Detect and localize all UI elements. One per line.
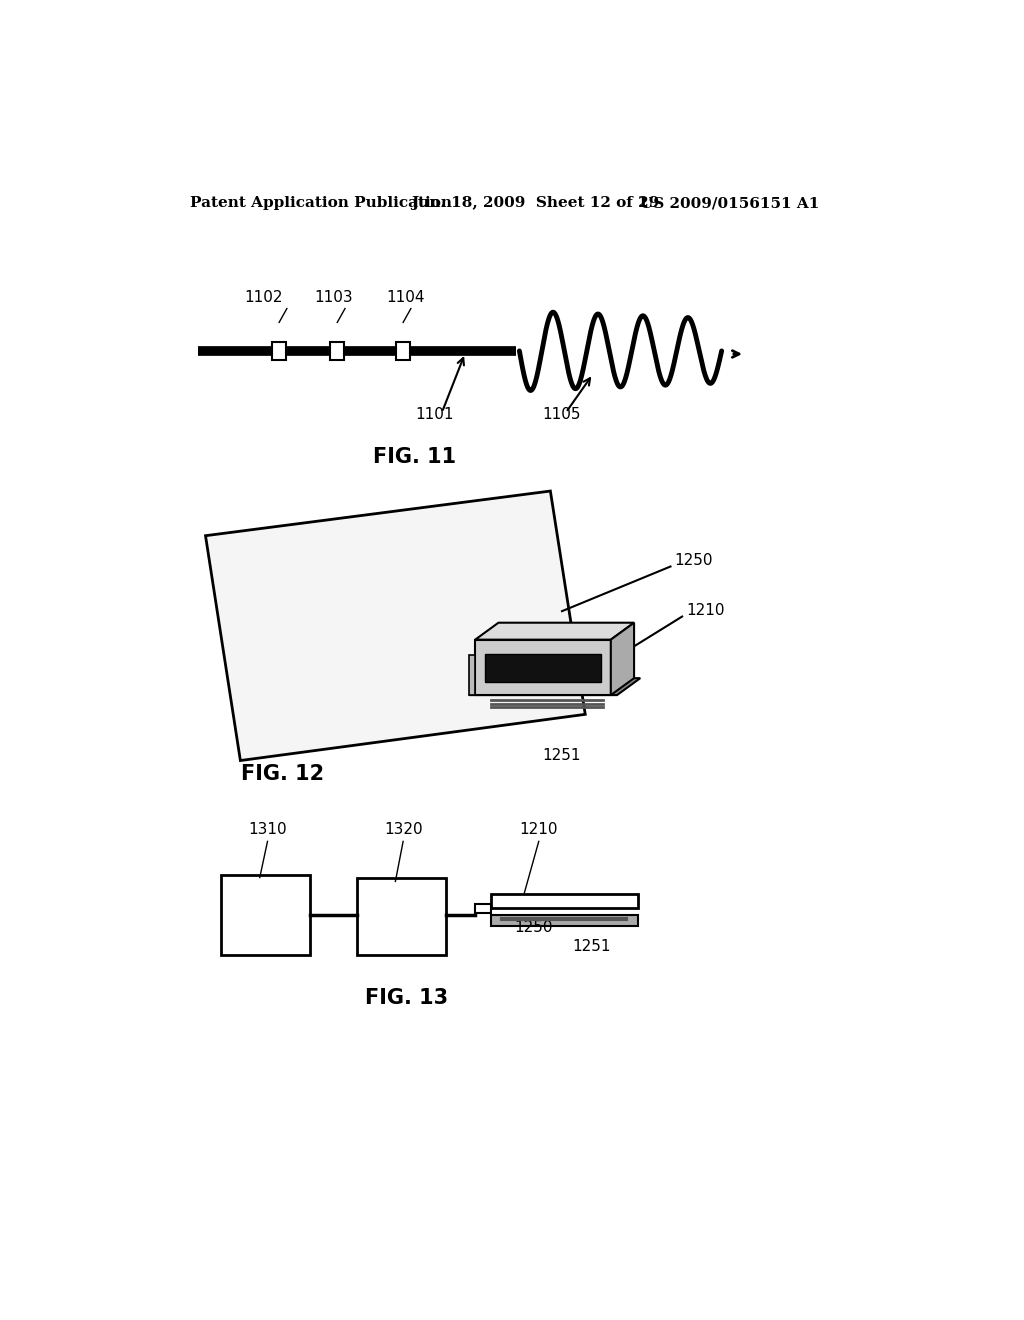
Bar xyxy=(356,878,445,956)
Bar xyxy=(331,342,344,360)
Text: 1251: 1251 xyxy=(543,747,582,763)
Text: 1250: 1250 xyxy=(675,553,713,568)
Polygon shape xyxy=(484,653,601,682)
Text: 1103: 1103 xyxy=(314,289,352,305)
Text: FIG. 13: FIG. 13 xyxy=(366,987,449,1007)
Text: 1104: 1104 xyxy=(386,289,425,305)
Bar xyxy=(490,894,638,908)
Polygon shape xyxy=(475,640,611,696)
Polygon shape xyxy=(475,904,490,913)
Text: 1210: 1210 xyxy=(519,822,558,837)
Bar xyxy=(272,342,286,360)
Text: 1105: 1105 xyxy=(543,407,582,422)
Text: Patent Application Publication: Patent Application Publication xyxy=(190,197,452,210)
Polygon shape xyxy=(469,655,475,696)
Text: 1251: 1251 xyxy=(572,939,610,953)
Text: Jun. 18, 2009  Sheet 12 of 29: Jun. 18, 2009 Sheet 12 of 29 xyxy=(411,197,659,210)
Bar xyxy=(221,874,310,956)
Text: FIG. 11: FIG. 11 xyxy=(373,447,457,467)
Text: 1310: 1310 xyxy=(248,822,287,837)
Text: 1102: 1102 xyxy=(245,289,283,305)
Text: 1250: 1250 xyxy=(514,920,553,935)
Polygon shape xyxy=(469,678,640,696)
Text: 1210: 1210 xyxy=(686,603,725,618)
Text: FIG. 12: FIG. 12 xyxy=(242,764,325,784)
Bar xyxy=(490,915,638,927)
Polygon shape xyxy=(611,623,634,696)
Text: 1320: 1320 xyxy=(384,822,423,837)
Bar xyxy=(396,342,410,360)
Text: 1101: 1101 xyxy=(415,407,454,422)
Polygon shape xyxy=(206,491,586,760)
Polygon shape xyxy=(475,623,634,640)
Text: US 2009/0156151 A1: US 2009/0156151 A1 xyxy=(640,197,819,210)
